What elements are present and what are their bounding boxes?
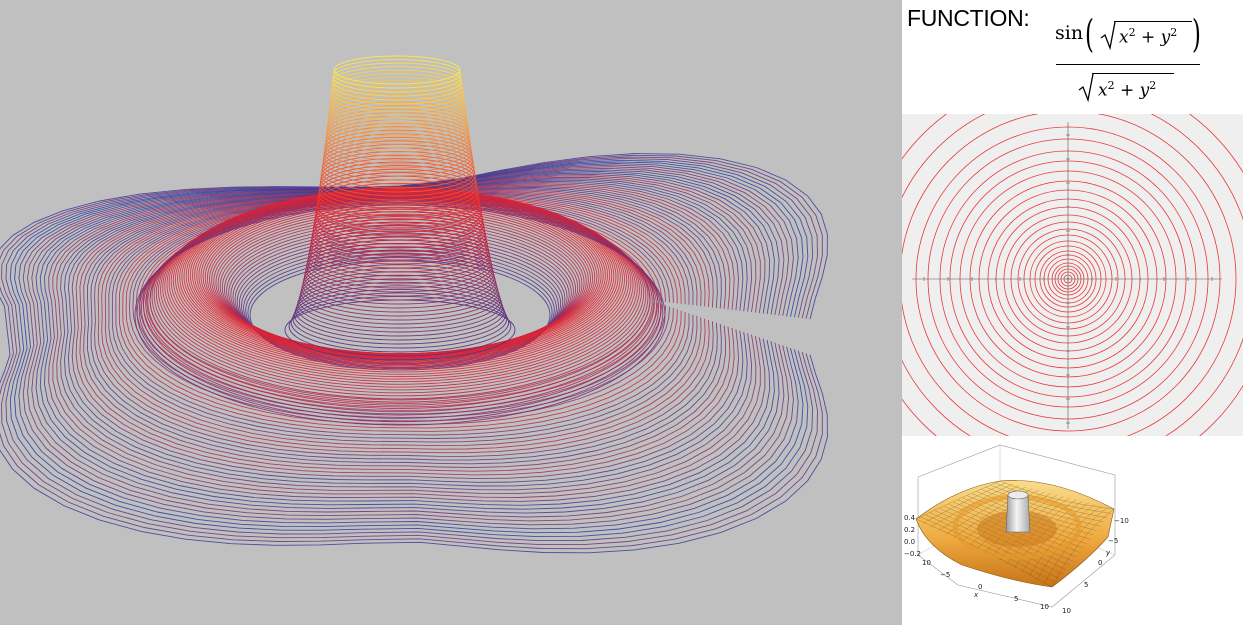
surface-ztick-label: −0.2 (904, 550, 921, 558)
surface-ytick-label: 5 (1084, 581, 1088, 589)
surface-xtick-label: −5 (940, 571, 950, 579)
formula-numerator: sin ( x2 + y2 ) (1052, 12, 1202, 58)
surface-xtick-label: 10 (922, 559, 931, 567)
surface-xtick-label: 5 (1014, 595, 1018, 603)
surface-ytick-label: −5 (1108, 537, 1118, 545)
formula-right-paren: ) (1192, 12, 1201, 56)
denominator-radical-sign (1078, 73, 1094, 102)
formula-left-paren: ( (1085, 12, 1094, 56)
wireframe-lines (0, 55, 828, 554)
formula-sin: sin (1055, 22, 1084, 44)
numerator-radicand: x2 + y2 (1119, 26, 1178, 48)
surface-ytick-label: 0 (1098, 559, 1102, 567)
contour-svg (862, 73, 1243, 485)
contour-axes (912, 122, 1222, 429)
main-wireframe-plot (0, 0, 902, 625)
formula-denominator: x2 + y2 (1052, 68, 1202, 108)
numerator-vinculum (1114, 21, 1192, 23)
surface-plot: 0.4 0.2 0.0 −0.2 10 −5 0 5 10 10 5 0 −5 −10 x y (902, 437, 1243, 625)
surface-peak (1005, 494, 1031, 533)
function-label: FUNCTION: (907, 5, 1030, 31)
wireframe-svg (0, 55, 828, 554)
contour-rings (862, 73, 1243, 485)
surface-ztick-label: 0.2 (904, 526, 915, 534)
denominator-vinculum (1092, 73, 1174, 75)
right-column: FUNCTION: sin ( x2 + y2 ) x2 + y2 (862, 0, 1243, 625)
contour-plot (862, 73, 1243, 485)
surface-ytick-label: 10 (1062, 607, 1071, 615)
surface-ztick-label: 0.0 (904, 538, 915, 546)
surface-xtick-label: 10 (1040, 603, 1049, 611)
surface-ytick-label: −10 (1114, 517, 1129, 525)
function-header: FUNCTION: sin ( x2 + y2 ) x2 + y2 (902, 0, 1243, 112)
denominator-radicand: x2 + y2 (1098, 79, 1157, 101)
fraction-bar (1056, 64, 1200, 66)
surface-ylabel: y (1105, 549, 1111, 557)
numerator-radical-sign (1100, 21, 1116, 50)
surface-xlabel: x (973, 591, 979, 599)
function-formula: sin ( x2 + y2 ) x2 + y2 (1052, 12, 1202, 107)
surface-ztick-label: 0.4 (904, 514, 916, 522)
surface-xtick-label: 0 (978, 583, 982, 591)
